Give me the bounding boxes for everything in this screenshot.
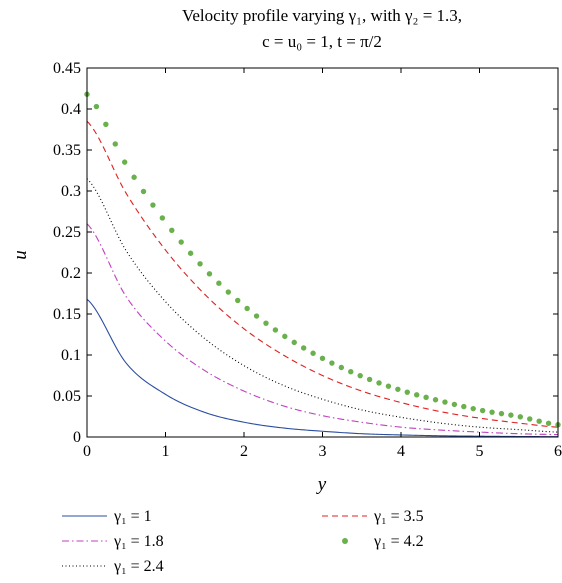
x-tick-label: 4 [397,443,405,460]
legend-label: γ₁ = 1 [113,508,152,525]
data-point [385,383,392,389]
data-point [489,409,495,415]
data-point [517,414,524,420]
data-point [338,364,345,371]
legend-label: γ₁ = 3.5 [373,508,424,525]
data-point [423,394,429,401]
x-tick-label: 5 [476,443,484,460]
y-tick-label: 0.4 [61,101,81,118]
y-tick-label: 0.3 [61,183,81,200]
x-tick-label: 0 [83,443,91,460]
data-point [310,350,316,356]
data-point [150,202,156,208]
data-point [187,250,194,256]
legend-label: γ₁ = 2.4 [113,558,164,575]
y-tick-label: 0.45 [53,60,81,77]
x-tick-label: 1 [162,443,170,460]
legend-label: γ₁ = 4.2 [373,533,424,550]
legend-label: γ₁ = 1.8 [113,533,164,550]
legend-item: γ₁ = 1 [62,508,152,525]
data-point [536,418,542,424]
data-point [291,339,297,346]
data-point [404,389,410,395]
data-point [197,261,203,267]
data-point [282,333,288,340]
legend-item: γ₁ = 4.2 [342,533,424,550]
series-4-line [86,120,559,428]
x-axis-label: y [316,474,327,495]
data-point [479,407,486,414]
series-1-line [86,298,558,438]
series-3-line [86,178,559,433]
data-point [357,372,363,379]
data-point [253,313,260,319]
data-point [414,392,420,398]
y-tick-label: 0.25 [53,224,81,241]
data-point [121,159,128,165]
legend-item: γ₁ = 3.5 [322,508,424,525]
data-point [140,188,147,195]
data-point [451,401,458,408]
data-point [319,355,326,361]
series-5-points [84,91,561,428]
y-axis-label: u [10,250,31,260]
data-point [461,403,467,410]
x-tick-label: 2 [240,443,248,460]
data-point [93,103,100,110]
data-point [348,369,354,375]
plot-frame [86,67,559,438]
y-tick-label: 0.1 [61,347,81,364]
data-point [131,174,137,180]
data-point [235,297,241,304]
legend-item: γ₁ = 1.8 [62,533,164,550]
x-tick-label: 3 [319,443,327,460]
data-point [395,386,401,392]
data-point [225,289,231,295]
legend: γ₁ = 1 γ₁ = 1.8 γ₁ = 2.4 γ₁ = 3.5 γ₁ = 4.2 [62,508,424,575]
data-point [178,239,184,245]
plot-area: 0 1 2 3 4 5 6 0 0.05 0.1 0.15 0.2 0.25 0.3 0.35 0.4 0.45 [53,60,562,460]
data-point [103,121,109,127]
legend-marker [342,538,348,544]
data-point [442,399,448,405]
data-point [498,410,505,417]
y-tick-label: 0 [73,429,81,446]
x-tick-label: 6 [554,443,562,460]
data-point [508,412,514,418]
data-point [329,360,335,366]
data-point [527,416,533,422]
data-point [244,305,250,312]
data-point [169,227,175,234]
y-tick-label: 0.05 [53,388,81,405]
chart-title-line2: c = u₀ = 1, t = π/2 [262,32,382,51]
data-point [432,397,439,403]
chart-title-line1: Velocity profile varying γ₁, with γ₂ = 1… [182,6,462,25]
data-point [112,141,118,147]
data-point [263,320,269,326]
data-point [366,376,373,383]
y-tick-label: 0.35 [53,142,81,159]
y-tick-label: 0.15 [53,306,81,323]
series-2-line [86,223,559,436]
data-point [159,215,166,221]
data-point [545,420,552,426]
data-point [376,380,382,386]
legend-item: γ₁ = 2.4 [62,558,164,575]
data-point [300,345,307,351]
data-point [206,271,213,277]
data-point [272,327,279,333]
data-point [470,405,476,412]
data-point [216,280,222,286]
y-tick-label: 0.2 [61,265,81,282]
